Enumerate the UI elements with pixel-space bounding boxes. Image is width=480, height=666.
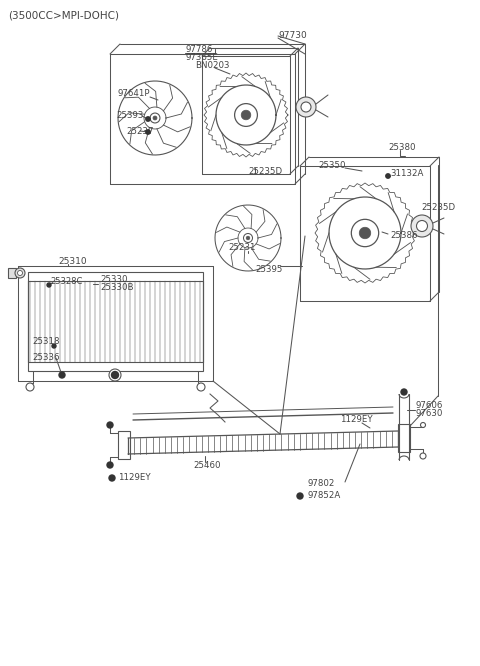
Circle shape	[111, 372, 119, 378]
Text: 25395: 25395	[255, 264, 282, 274]
Bar	[398, 424, 410, 452]
Text: 25350: 25350	[318, 161, 346, 170]
Text: 25310: 25310	[58, 256, 86, 266]
Text: 25336: 25336	[32, 354, 60, 362]
Circle shape	[417, 220, 428, 232]
Circle shape	[109, 475, 115, 481]
Circle shape	[109, 369, 121, 381]
Text: 25231: 25231	[228, 244, 255, 252]
Circle shape	[351, 219, 379, 246]
Text: 97630: 97630	[415, 410, 443, 418]
Circle shape	[411, 215, 433, 237]
Circle shape	[146, 130, 150, 135]
Circle shape	[401, 389, 407, 395]
Bar	[118, 431, 130, 459]
Text: 1129EY: 1129EY	[118, 474, 151, 482]
Text: 1129EY: 1129EY	[340, 414, 372, 424]
Bar	[28, 272, 203, 281]
Circle shape	[235, 104, 257, 127]
Circle shape	[107, 462, 113, 468]
Text: 25380: 25380	[388, 143, 416, 151]
Text: 25237: 25237	[126, 127, 154, 137]
Text: BN0203: BN0203	[195, 61, 229, 69]
Text: 25318: 25318	[32, 336, 60, 346]
Circle shape	[359, 227, 371, 238]
Text: 25330: 25330	[100, 276, 128, 284]
Text: 97802: 97802	[308, 480, 336, 488]
Circle shape	[146, 117, 150, 121]
Text: 25393: 25393	[116, 111, 144, 121]
Circle shape	[107, 422, 113, 428]
Text: 25235D: 25235D	[248, 166, 282, 176]
Circle shape	[243, 234, 252, 242]
Circle shape	[246, 236, 250, 240]
Circle shape	[197, 383, 205, 391]
Circle shape	[15, 268, 25, 278]
Text: 97365E: 97365E	[185, 53, 218, 61]
Circle shape	[420, 453, 426, 459]
Circle shape	[241, 110, 251, 120]
Circle shape	[301, 102, 311, 112]
Text: 25235D: 25235D	[421, 204, 455, 212]
Text: 31132A: 31132A	[390, 168, 423, 178]
Text: 25328C: 25328C	[50, 276, 83, 286]
Bar	[28, 362, 203, 371]
Text: 97786: 97786	[185, 45, 212, 53]
Circle shape	[150, 113, 160, 123]
Circle shape	[386, 174, 390, 178]
Text: 25386: 25386	[390, 232, 418, 240]
Text: 25330B: 25330B	[100, 284, 133, 292]
Circle shape	[297, 493, 303, 499]
Text: 97730: 97730	[278, 31, 307, 41]
Circle shape	[17, 270, 23, 276]
Bar	[8, 268, 16, 278]
Circle shape	[26, 383, 34, 391]
Text: 97606: 97606	[415, 402, 443, 410]
Circle shape	[59, 372, 65, 378]
Text: 25460: 25460	[193, 462, 220, 470]
Circle shape	[47, 283, 51, 287]
Text: 97852A: 97852A	[307, 492, 340, 501]
Circle shape	[420, 422, 425, 428]
Circle shape	[52, 344, 56, 348]
Text: 97641P: 97641P	[118, 89, 151, 99]
Circle shape	[296, 97, 316, 117]
Text: (3500CC>MPI-DOHC): (3500CC>MPI-DOHC)	[8, 11, 119, 21]
Circle shape	[153, 116, 157, 120]
